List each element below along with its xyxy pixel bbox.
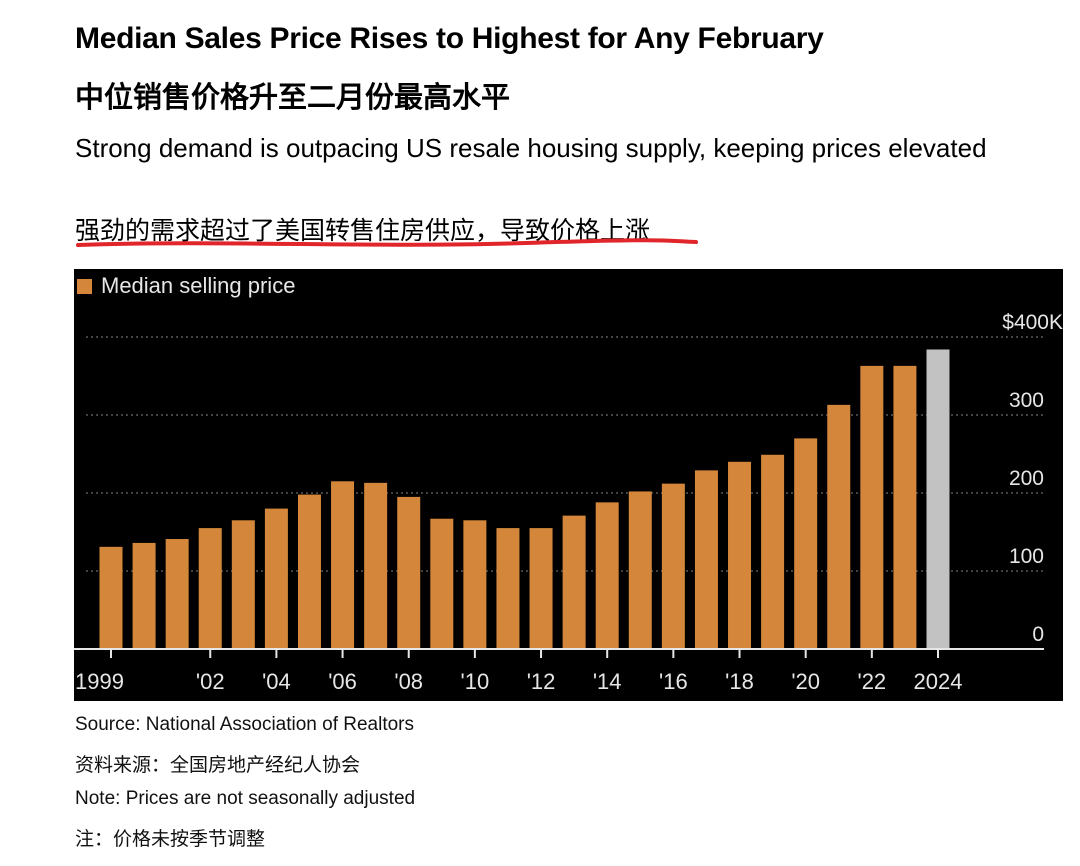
footnote-cn: 注：价格未按季节调整 — [75, 829, 266, 850]
x-tick-label: '20 — [791, 669, 820, 694]
bar-2001 — [165, 539, 189, 649]
bar-2018 — [728, 461, 752, 649]
x-tick-label: '04 — [262, 669, 291, 694]
x-tick-label: '16 — [659, 669, 688, 694]
bar-2015 — [628, 491, 652, 649]
bar-1999 — [99, 546, 123, 649]
x-tick-label: '18 — [725, 669, 754, 694]
legend-label: Median selling price — [101, 273, 296, 298]
source-note: Source: National Association of Realtors — [75, 714, 415, 735]
y-tick-label: 200 — [1009, 467, 1044, 490]
bar-2020 — [794, 438, 818, 649]
legend-swatch — [77, 278, 92, 294]
bar-2014 — [595, 502, 619, 649]
source-note-cn: 资料来源：全国房地产经纪人协会 — [75, 755, 361, 776]
y-tick-label: 100 — [1009, 545, 1044, 568]
bar-2010 — [463, 520, 487, 649]
legend: Median selling price — [77, 273, 295, 299]
bar-2004 — [264, 508, 288, 649]
bar-2019 — [761, 454, 785, 649]
x-tick-label: 1999 — [75, 669, 124, 694]
bar-2017 — [694, 470, 718, 649]
bar-2003 — [231, 520, 255, 649]
bar-2011 — [496, 528, 520, 649]
y-tick-label: 300 — [1009, 389, 1044, 412]
bar-chart: 0 100 200 300 $400K 1999 '02 '04 '06 '08 '10 '12 '14… — [74, 311, 1063, 694]
y-tick-label: 0 — [1032, 623, 1044, 646]
chart-subtitle: Strong demand is outpacing US resale hou… — [75, 133, 987, 163]
y-tick-label: $400K — [1002, 311, 1063, 334]
x-tick-label: '12 — [527, 669, 556, 694]
bar-2008 — [397, 496, 421, 649]
bar-2013 — [562, 515, 586, 649]
bar-2002 — [198, 528, 222, 649]
x-tick-label: '14 — [593, 669, 622, 694]
bar-2000 — [132, 542, 156, 649]
chart-title: Median Sales Price Rises to Highest for … — [75, 22, 824, 55]
chart-title-cn: 中位销售价格升至二月份最高水平 — [75, 82, 511, 114]
red-underline-annotation — [76, 238, 698, 247]
x-tick-label: '22 — [858, 669, 887, 694]
bar-2024 — [926, 349, 950, 649]
x-tick-label: 2024 — [914, 669, 963, 694]
x-tick-label: '02 — [196, 669, 225, 694]
bar-2009 — [430, 518, 454, 649]
bar-2012 — [529, 528, 553, 649]
bar-2007 — [364, 482, 388, 649]
bar-2016 — [661, 483, 685, 649]
bar-2022 — [860, 365, 884, 649]
chart-panel: 0 100 200 300 $400K 1999 '02 '04 '06 '08 '10 '12 '14… — [74, 269, 1063, 701]
x-tick-label: '10 — [461, 669, 490, 694]
bar-2021 — [827, 404, 851, 649]
footnote: Note: Prices are not seasonally adjusted — [75, 788, 416, 809]
bar-2005 — [297, 494, 321, 649]
x-tick-label: '08 — [394, 669, 423, 694]
x-tick-label: '06 — [328, 669, 357, 694]
bar-2006 — [331, 481, 355, 649]
bar-2023 — [893, 365, 917, 649]
